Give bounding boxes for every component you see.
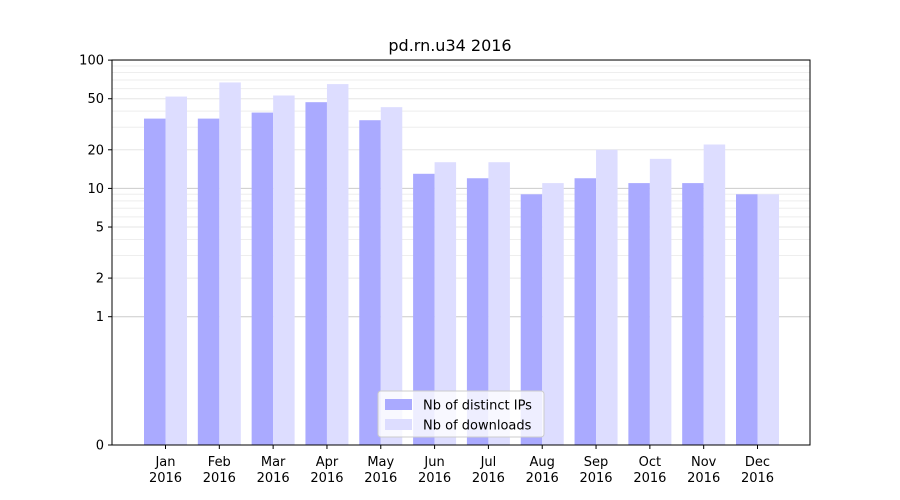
y-tick-label: 2 [96, 272, 104, 287]
bar-downloads [703, 144, 726, 445]
x-tick-label: Apr 2016 [310, 455, 343, 486]
x-tick-label-month: Aug [530, 455, 555, 470]
bar-distinct-ips [359, 120, 381, 445]
bar-downloads [596, 149, 618, 445]
x-tick-label: Jun 2016 [418, 455, 451, 486]
bar-downloads [434, 162, 457, 445]
x-tick-label-year: 2016 [418, 471, 451, 486]
x-tick-label-year: 2016 [579, 471, 612, 486]
x-tick-label: May 2016 [364, 455, 397, 486]
legend-swatch [385, 399, 412, 410]
x-tick-label: Dec 2016 [741, 455, 774, 486]
x-tick-label-year: 2016 [364, 471, 397, 486]
x-tick-label: Aug 2016 [526, 455, 559, 486]
x-tick-label: Jan 2016 [149, 455, 182, 486]
legend-swatch [385, 419, 412, 430]
axes [108, 59, 811, 449]
bar-distinct-ips [305, 102, 327, 445]
plot-frame [111, 59, 811, 446]
legend-label: Nb of downloads [423, 419, 532, 434]
x-tick-label-month: Apr [316, 455, 339, 470]
x-tick-label: Feb 2016 [203, 455, 236, 486]
x-tick-label-month: Sep [584, 455, 609, 470]
bar-distinct-ips [466, 178, 489, 445]
y-tick-label: 0 [96, 439, 104, 454]
y-tick-label: 1 [96, 310, 104, 325]
x-tick-label: Oct 2016 [633, 455, 666, 486]
x-tick-label: Sep 2016 [579, 455, 612, 486]
x-tick-label-month: Mar [261, 455, 286, 470]
y-tick-label: 10 [87, 182, 104, 197]
x-tick-label-year: 2016 [472, 471, 505, 486]
bar-downloads [219, 82, 241, 446]
x-tick-label-year: 2016 [687, 471, 720, 486]
x-tick-label-month: Oct [639, 455, 661, 470]
x-tick-label-month: Jan [154, 455, 175, 470]
bar-distinct-ips [413, 173, 435, 445]
x-tick-label: Jul 2016 [472, 455, 505, 486]
bar-distinct-ips [251, 112, 274, 445]
x-tick-label-year: 2016 [257, 471, 290, 486]
y-tick-label: 20 [87, 143, 104, 158]
x-tick-label: Mar 2016 [257, 455, 290, 486]
y-tick-label: 50 [87, 92, 104, 107]
bar-distinct-ips [197, 118, 220, 445]
bar-downloads [165, 96, 187, 445]
bar-downloads [326, 84, 349, 446]
chart-title: pd.rn.u34 2016 [388, 36, 512, 55]
x-tick-label-month: Jun [423, 455, 444, 470]
x-tick-label-month: Dec [745, 455, 770, 470]
legend-label: Nb of distinct IPs [423, 399, 532, 414]
bar-distinct-ips [628, 183, 650, 445]
x-tick-label-year: 2016 [203, 471, 236, 486]
x-tick-label-year: 2016 [633, 471, 666, 486]
x-tick-label-year: 2016 [741, 471, 774, 486]
x-tick-label-year: 2016 [149, 471, 182, 486]
bar-downloads [380, 107, 403, 446]
x-tick-label-year: 2016 [310, 471, 343, 486]
bar-distinct-ips [520, 194, 543, 445]
bars [144, 82, 779, 446]
bar-distinct-ips [682, 183, 704, 445]
bar-downloads [273, 95, 295, 445]
bar-distinct-ips [736, 194, 758, 445]
x-tick-label-month: Nov [691, 455, 717, 470]
bar-distinct-ips [144, 118, 166, 445]
bar-distinct-ips [574, 178, 597, 445]
bar-downloads [488, 162, 510, 445]
x-tick-label-month: Jul [480, 455, 497, 470]
x-tick-label-month: May [367, 455, 394, 470]
y-tick-label: 5 [96, 221, 104, 236]
bar-downloads [542, 183, 564, 445]
x-tick-label-year: 2016 [526, 471, 559, 486]
bar-downloads [757, 194, 779, 445]
bar-downloads [649, 158, 672, 445]
y-tick-label: 100 [79, 54, 104, 69]
x-tick-label: Nov 2016 [687, 455, 720, 486]
x-tick-label-month: Feb [208, 455, 231, 470]
legend-box [377, 390, 545, 438]
legend: Nb of distinct IPs Nb of downloads [377, 390, 545, 438]
